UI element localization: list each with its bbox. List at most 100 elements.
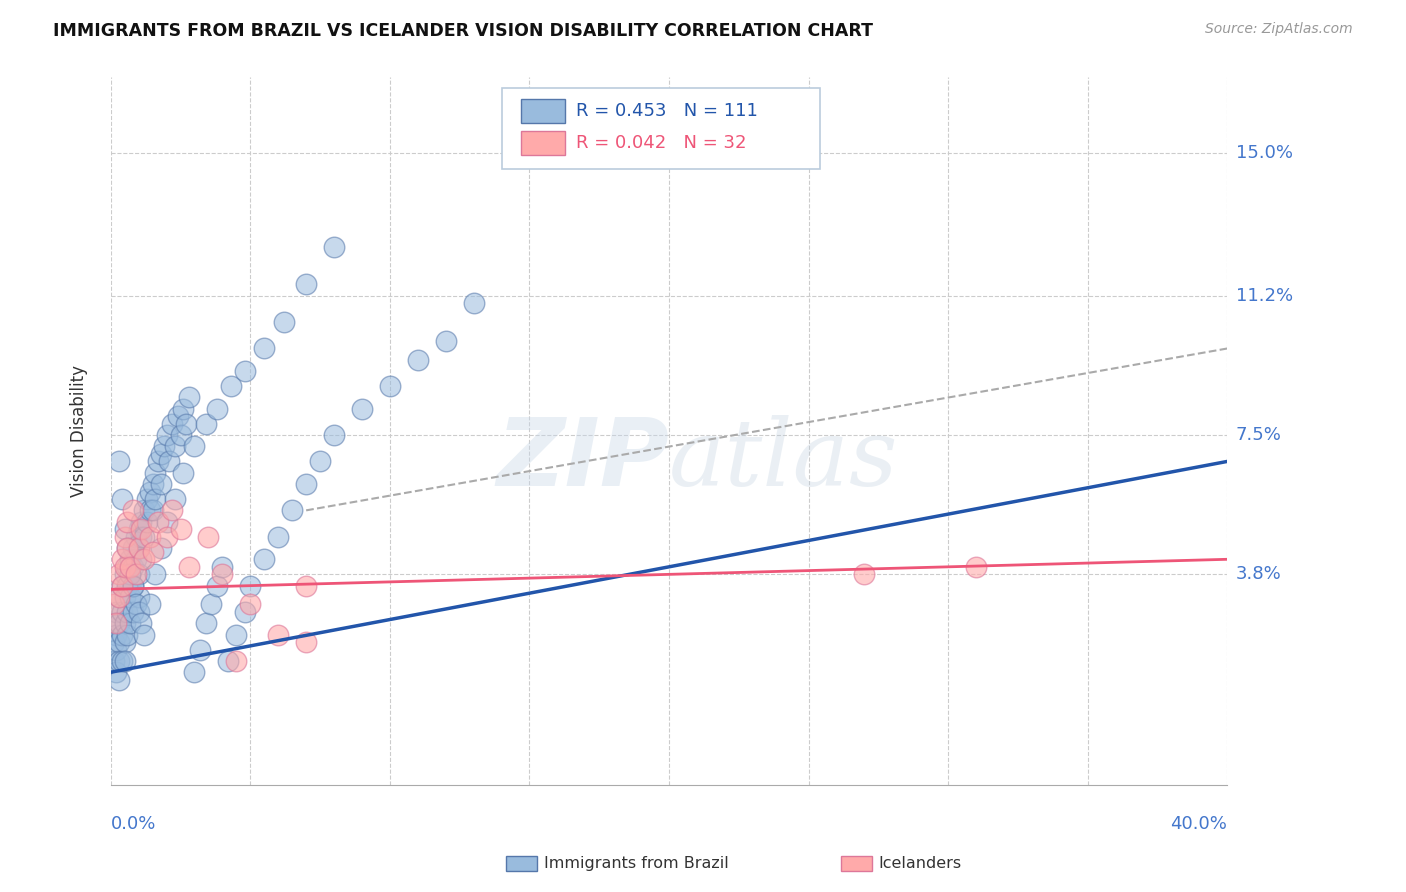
- Point: [148, 454, 170, 468]
- Point: [145, 567, 167, 582]
- Point: [134, 530, 156, 544]
- Point: [194, 616, 217, 631]
- Point: [134, 552, 156, 566]
- Point: [125, 552, 148, 566]
- Text: Vision Disability: Vision Disability: [70, 366, 89, 498]
- Point: [267, 627, 290, 641]
- Point: [117, 559, 139, 574]
- Point: [200, 598, 222, 612]
- Point: [128, 605, 150, 619]
- Point: [125, 598, 148, 612]
- Point: [219, 379, 242, 393]
- Point: [205, 401, 228, 416]
- Point: [131, 552, 153, 566]
- Point: [183, 439, 205, 453]
- Point: [253, 552, 276, 566]
- Point: [105, 642, 128, 657]
- Point: [217, 654, 239, 668]
- Point: [169, 522, 191, 536]
- Point: [111, 579, 134, 593]
- Point: [225, 627, 247, 641]
- Point: [111, 579, 134, 593]
- Point: [103, 598, 125, 612]
- Point: [155, 428, 177, 442]
- Point: [160, 503, 183, 517]
- Point: [131, 515, 153, 529]
- FancyBboxPatch shape: [520, 99, 565, 123]
- Point: [128, 567, 150, 582]
- Point: [197, 530, 219, 544]
- Point: [125, 567, 148, 582]
- Text: ZIP: ZIP: [496, 414, 669, 506]
- Text: Immigrants from Brazil: Immigrants from Brazil: [544, 856, 728, 871]
- Point: [117, 515, 139, 529]
- Point: [166, 409, 188, 424]
- Text: 11.2%: 11.2%: [1236, 287, 1292, 305]
- Point: [169, 428, 191, 442]
- Point: [131, 522, 153, 536]
- Point: [188, 642, 211, 657]
- Point: [194, 417, 217, 431]
- Point: [111, 552, 134, 566]
- Point: [142, 545, 165, 559]
- Point: [114, 559, 136, 574]
- Point: [145, 491, 167, 506]
- Text: Icelanders: Icelanders: [879, 856, 962, 871]
- Point: [225, 654, 247, 668]
- Point: [150, 541, 173, 555]
- Point: [120, 567, 142, 582]
- Point: [111, 627, 134, 641]
- Point: [114, 616, 136, 631]
- Point: [323, 240, 346, 254]
- Point: [323, 428, 346, 442]
- Point: [145, 466, 167, 480]
- Point: [139, 598, 162, 612]
- Point: [150, 447, 173, 461]
- Point: [105, 616, 128, 631]
- Point: [853, 567, 876, 582]
- Point: [114, 654, 136, 668]
- Point: [463, 296, 485, 310]
- Point: [273, 315, 295, 329]
- Point: [111, 605, 134, 619]
- Point: [139, 503, 162, 517]
- Point: [120, 590, 142, 604]
- Point: [128, 522, 150, 536]
- Point: [253, 342, 276, 356]
- Point: [157, 454, 180, 468]
- Point: [114, 530, 136, 544]
- Point: [122, 541, 145, 555]
- Point: [142, 503, 165, 517]
- Point: [122, 605, 145, 619]
- Point: [177, 559, 200, 574]
- Point: [163, 439, 186, 453]
- Point: [114, 567, 136, 582]
- Text: R = 0.042   N = 32: R = 0.042 N = 32: [576, 135, 747, 153]
- Point: [122, 503, 145, 517]
- Point: [139, 530, 162, 544]
- Point: [108, 635, 131, 649]
- Point: [177, 391, 200, 405]
- Point: [128, 541, 150, 555]
- Text: 40.0%: 40.0%: [1170, 815, 1227, 833]
- Point: [122, 579, 145, 593]
- Point: [105, 665, 128, 680]
- Point: [134, 627, 156, 641]
- Point: [103, 635, 125, 649]
- Text: 0.0%: 0.0%: [111, 815, 156, 833]
- Point: [117, 579, 139, 593]
- Point: [122, 559, 145, 574]
- Point: [120, 552, 142, 566]
- Point: [125, 530, 148, 544]
- Point: [965, 559, 987, 574]
- Point: [108, 590, 131, 604]
- Point: [295, 477, 318, 491]
- Point: [309, 454, 332, 468]
- Point: [134, 503, 156, 517]
- Point: [105, 627, 128, 641]
- Point: [211, 559, 233, 574]
- Point: [120, 559, 142, 574]
- Point: [295, 277, 318, 292]
- Text: Source: ZipAtlas.com: Source: ZipAtlas.com: [1205, 22, 1353, 37]
- Point: [131, 616, 153, 631]
